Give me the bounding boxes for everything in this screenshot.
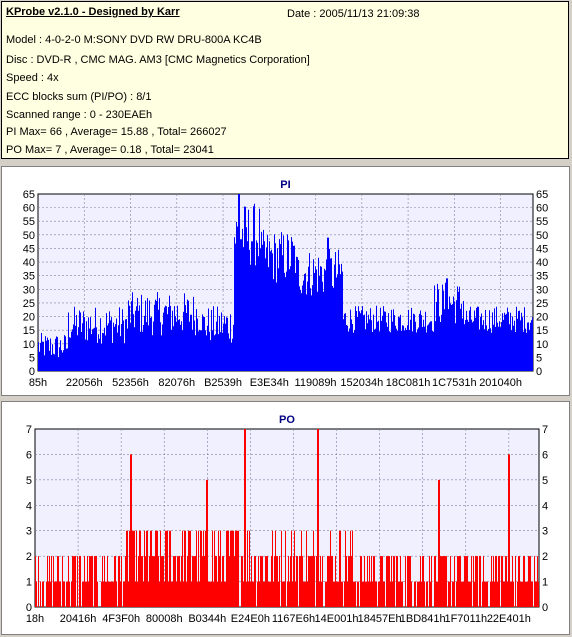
y-tick-label-left: 65 (23, 189, 35, 201)
y-tick-label-left: 25 (23, 298, 35, 310)
x-tick-label: 20416h (60, 613, 97, 625)
y-tick-label-right: 55 (536, 216, 548, 228)
y-tick-label-left: 35 (23, 271, 35, 283)
x-tick-label: 4F3F0h (102, 613, 140, 625)
pi-chart-panel: PI 0 0 5 5 10 10 15 15 20 20 25 25 30 30 35 35 40 40 45 45 50… (1, 166, 570, 396)
chart-title: PI (280, 179, 290, 191)
y-tick-label-left: 4 (26, 500, 32, 512)
y-tick-label-left: 7 (26, 424, 32, 436)
x-tick-label: B2539h (204, 377, 242, 389)
x-tick-label: 22056h (66, 377, 103, 389)
y-tick-label-right: 4 (542, 500, 548, 512)
range-line: Scanned range : 0 - 230EAEh (6, 109, 153, 121)
x-tick-label: 119089h (295, 377, 337, 389)
chart-title: PO (279, 414, 295, 426)
x-tick-label: 1C7531h (432, 377, 477, 389)
y-tick-label-left: 2 (26, 551, 32, 563)
bar-marks (38, 194, 533, 371)
bar-series (35, 429, 539, 607)
y-tick-label-left: 50 (23, 230, 35, 242)
y-tick-label-left: 5 (29, 352, 35, 364)
bar-marks (35, 429, 539, 607)
y-tick-label-left: 55 (23, 216, 35, 228)
x-tick-label: 152034h (340, 377, 383, 389)
y-tick-label-right: 30 (536, 284, 548, 296)
x-tick-label: 85h (29, 377, 47, 389)
y-tick-label-right: 5 (542, 475, 548, 487)
y-tick-label-right: 35 (536, 271, 548, 283)
x-tick-label: 18h (26, 613, 44, 625)
x-tick-label: 80008h (146, 613, 183, 625)
y-tick-label-right: 20 (536, 312, 548, 324)
y-tick-label-left: 1 (26, 577, 32, 589)
y-tick-label-left: 45 (23, 243, 35, 255)
y-tick-label-right: 2 (542, 551, 548, 563)
y-tick-label-left: 0 (29, 366, 35, 378)
info-panel: KProbe v2.1.0 - Designed by Karr Date : … (1, 1, 569, 159)
x-tick-label: 18457Eh (358, 613, 402, 625)
x-tick-label: 1BD841h (400, 613, 446, 625)
y-tick-label-right: 25 (536, 298, 548, 310)
y-tick-label-right: 60 (536, 203, 548, 215)
y-tick-label-right: 65 (536, 189, 548, 201)
app-title: KProbe v2.1.0 - Designed by Karr (6, 6, 180, 18)
x-tick-label: B0344h (188, 613, 226, 625)
po-chart-panel: PO 0 0 1 1 2 2 3 3 4 4 5 5 6 6 7 7 18h 20416h 4F3F0h 80008h B… (1, 401, 570, 635)
scan-date: Date : 2005/11/13 21:09:38 (287, 8, 420, 20)
pi-summary-line: PI Max= 66 , Average= 15.88 , Total= 266… (6, 126, 227, 138)
y-tick-label-left: 10 (23, 339, 35, 351)
y-tick-label-left: 5 (26, 475, 32, 487)
y-tick-label-right: 45 (536, 243, 548, 255)
x-tick-label: E24E0h (231, 613, 270, 625)
x-tick-label: 201040h (479, 377, 522, 389)
x-tick-label: 82076h (158, 377, 195, 389)
x-tick-label: 1167E6h (272, 613, 315, 625)
y-tick-label-right: 40 (536, 257, 548, 269)
y-tick-label-left: 15 (23, 325, 35, 337)
po-chart: PO 0 0 1 1 2 2 3 3 4 4 5 5 6 6 7 7 18h 20416h 4F3F0h 80008h B… (26, 414, 548, 625)
y-tick-label-left: 60 (23, 203, 35, 215)
disc-line: Disc : DVD-R , CMC MAG. AM3 [CMC Magneti… (6, 54, 310, 66)
x-tick-label: 22E401h (487, 613, 531, 625)
y-tick-label-right: 50 (536, 230, 548, 242)
x-tick-label: 52356h (112, 377, 149, 389)
y-tick-label-right: 0 (536, 366, 542, 378)
y-tick-label-right: 3 (542, 526, 548, 538)
y-tick-label-left: 20 (23, 312, 35, 324)
model-line: Model : 4-0-2-0 M:SONY DVD RW DRU-800A K… (6, 34, 262, 46)
bar-series (38, 194, 533, 371)
y-tick-label-right: 7 (542, 424, 548, 436)
y-tick-label-right: 10 (536, 339, 548, 351)
y-tick-label-right: 0 (542, 602, 548, 614)
y-tick-label-right: 15 (536, 325, 548, 337)
y-tick-label-left: 3 (26, 526, 32, 538)
y-tick-label-right: 1 (542, 577, 548, 589)
x-tick-label: 1F7011h (444, 613, 487, 625)
po-summary-line: PO Max= 7 , Average= 0.18 , Total= 23041 (6, 144, 214, 156)
y-tick-label-right: 5 (536, 352, 542, 364)
y-tick-label-left: 40 (23, 257, 35, 269)
y-tick-label-left: 0 (26, 602, 32, 614)
speed-line: Speed : 4x (6, 72, 59, 84)
ecc-line: ECC blocks sum (PI/PO) : 8/1 (6, 91, 152, 103)
x-tick-label: E3E34h (250, 377, 289, 389)
y-tick-label-left: 30 (23, 284, 35, 296)
x-tick-label: 18C081h (386, 377, 431, 389)
y-tick-label-left: 6 (26, 449, 32, 461)
plot-area (34, 428, 540, 608)
y-tick-label-right: 6 (542, 449, 548, 461)
x-tick-label: 14E001h (315, 613, 359, 625)
